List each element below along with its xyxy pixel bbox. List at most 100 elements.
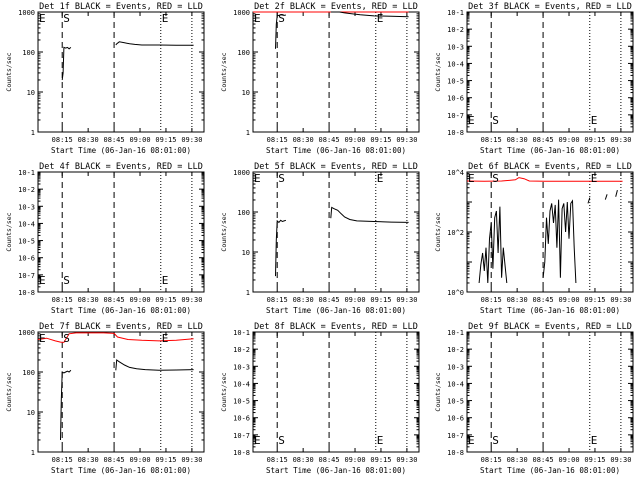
y-tick-label: 10-3 xyxy=(233,363,250,371)
x-tick-label: 08:30 xyxy=(78,296,99,304)
y-tick-label: 10 xyxy=(242,249,250,257)
y-tick-label: 10-5 xyxy=(18,238,35,246)
data-series-line xyxy=(115,359,194,371)
plot-frame xyxy=(37,331,205,453)
panel-title: Det 1f BLACK = Events, RED = LLD xyxy=(39,2,203,12)
data-series-line xyxy=(466,177,623,182)
y-tick-label: 10-3 xyxy=(18,203,35,211)
y-tick-label: 10-1 xyxy=(18,169,35,177)
x-tick-label: 09:30 xyxy=(396,136,417,144)
marker-label-e-end: E xyxy=(591,172,598,185)
y-tick-label: 10-8 xyxy=(233,449,250,457)
x-tick-label: 08:15 xyxy=(267,296,288,304)
y-tick-label: 10-6 xyxy=(18,255,35,263)
y-tick-label: 10-5 xyxy=(233,398,250,406)
y-tick-label: 10-6 xyxy=(447,415,464,423)
x-tick-label: 09:30 xyxy=(181,296,202,304)
x-tick-label: 09:15 xyxy=(370,136,391,144)
x-tick-label: 08:15 xyxy=(481,456,502,464)
detector-panel: Det 3f BLACK = Events, RED = LLD Counts/s… xyxy=(434,2,634,155)
y-tick-label: 1 xyxy=(31,449,35,457)
y-tick-label: 10 xyxy=(27,409,35,417)
data-series-line xyxy=(275,14,287,49)
x-tick-label: 09:00 xyxy=(129,456,150,464)
x-tick-label: 09:30 xyxy=(610,456,631,464)
x-tick-label: 09:30 xyxy=(610,296,631,304)
y-tick-label: 10-2 xyxy=(447,346,464,354)
x-tick-label: 08:15 xyxy=(481,136,502,144)
x-tick-label: 08:15 xyxy=(52,136,73,144)
detector-panel: Det 8f BLACK = Events, RED = LLD Counts/s… xyxy=(220,322,420,475)
y-axis-label: Counts/sec xyxy=(434,212,442,251)
y-tick-label: 10-2 xyxy=(18,186,35,194)
detector-panel: Det 1f BLACK = Events, RED = LLD Counts/s… xyxy=(5,2,205,155)
y-tick-label: 10-1 xyxy=(233,329,250,337)
data-series-line xyxy=(542,199,577,284)
x-tick-label: 09:30 xyxy=(610,136,631,144)
y-tick-label: 10-6 xyxy=(447,95,464,103)
panel-title: Det 3f BLACK = Events, RED = LLD xyxy=(468,2,632,12)
x-tick-label: 08:30 xyxy=(78,456,99,464)
y-tick-label: 10^4 xyxy=(447,169,464,177)
y-tick-label: 10-7 xyxy=(18,272,35,280)
y-tick-label: 1000 xyxy=(18,9,35,17)
y-axis-label: Counts/sec xyxy=(434,372,442,411)
y-tick-label: 10 xyxy=(27,89,35,97)
x-tick-label: 09:30 xyxy=(181,136,202,144)
x-tick-label: 09:00 xyxy=(129,296,150,304)
y-tick-label: 10-2 xyxy=(233,346,250,354)
panel-title: Det 7f BLACK = Events, RED = LLD xyxy=(39,322,203,332)
marker-label-e-end: E xyxy=(591,434,598,447)
x-tick-label: 08:30 xyxy=(507,296,528,304)
marker-label-s: S xyxy=(278,12,285,25)
x-tick-label: 09:30 xyxy=(396,456,417,464)
y-tick-label: 10-8 xyxy=(18,289,35,297)
y-tick-label: 10-2 xyxy=(447,26,464,34)
detector-panel: Det 2f BLACK = Events, RED = LLD Counts/s… xyxy=(220,2,420,155)
data-series-line xyxy=(587,197,591,204)
x-tick-label: 08:30 xyxy=(78,136,99,144)
marker-label-e-start: E xyxy=(39,12,46,25)
marker-label-s: S xyxy=(63,274,70,287)
y-tick-label: 10^0 xyxy=(447,289,464,297)
y-tick-label: 10-7 xyxy=(233,432,250,440)
panel-title: Det 9f BLACK = Events, RED = LLD xyxy=(468,322,632,332)
data-series-line xyxy=(37,332,194,343)
x-tick-label: 08:30 xyxy=(293,136,314,144)
x-tick-label: 09:00 xyxy=(558,136,579,144)
y-tick-label: 10-7 xyxy=(447,432,464,440)
plot-frame xyxy=(37,11,205,133)
data-series-line xyxy=(478,206,508,284)
y-tick-label: 10-4 xyxy=(447,60,464,68)
y-tick-label: 10-3 xyxy=(447,363,464,371)
marker-label-e-start: E xyxy=(254,172,261,185)
x-tick-label: 09:30 xyxy=(181,456,202,464)
data-series-line xyxy=(61,46,72,81)
x-tick-label: 08:45 xyxy=(533,136,554,144)
marker-label-e-start: E xyxy=(468,434,475,447)
y-tick-label: 100 xyxy=(237,209,250,217)
y-tick-label: 10-1 xyxy=(447,329,464,337)
marker-label-s: S xyxy=(63,332,70,345)
x-tick-label: 08:45 xyxy=(319,456,340,464)
x-tick-label: 09:15 xyxy=(155,136,176,144)
plot-frame xyxy=(252,11,420,133)
marker-label-e-start: E xyxy=(254,12,261,25)
x-tick-label: 09:00 xyxy=(558,456,579,464)
marker-label-s: S xyxy=(492,114,499,127)
marker-label-e-end: E xyxy=(377,172,384,185)
x-tick-label: 09:00 xyxy=(344,136,365,144)
x-tick-label: 08:15 xyxy=(52,456,73,464)
marker-label-e-end: E xyxy=(162,12,169,25)
y-tick-label: 10-4 xyxy=(233,380,250,388)
marker-label-s: S xyxy=(492,172,499,185)
x-axis-label: Start Time (06-Jan-16 08:01:00) xyxy=(51,146,191,155)
x-axis-label: Start Time (06-Jan-16 08:01:00) xyxy=(266,146,406,155)
marker-label-s: S xyxy=(278,434,285,447)
panel-title: Det 5f BLACK = Events, RED = LLD xyxy=(254,162,418,172)
data-series-line xyxy=(615,189,618,197)
marker-label-e-end: E xyxy=(591,114,598,127)
x-tick-label: 09:00 xyxy=(129,136,150,144)
x-tick-label: 09:00 xyxy=(344,456,365,464)
